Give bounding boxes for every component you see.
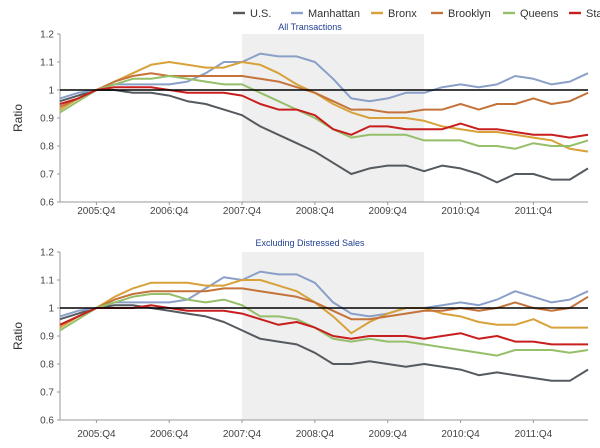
legend-label-u-s: U.S. [250,8,271,20]
x-tick-label: 2008:Q4 [296,206,335,217]
y-tick-label: 1.2 [40,30,54,41]
y-tick-label: 0.9 [40,332,54,343]
series-line-staten-island [59,304,588,346]
y-tick-label: 1 [48,86,54,97]
y-tick-label: 1.2 [40,248,54,259]
series-line-brooklyn [59,287,589,326]
panel-title: All Transactions [278,22,342,32]
x-tick-label: 2005:Q4 [77,206,116,217]
panel-title: Excluding Distressed Sales [255,238,365,248]
y-tick-label: 1.1 [40,276,54,287]
y-tick-label: 0.6 [40,198,54,209]
x-tick-label: 2006:Q4 [150,429,189,440]
y-tick-label: 0.8 [40,360,54,371]
y-axis-label: Ratio [11,322,25,350]
panel-all-transactions: 0.6 0.7 0.8 0.9 1 1.1 1.2 2005:Q4 2006:Q4 2007:Q4… [11,22,589,217]
x-tick-label: 2009:Q4 [369,206,408,217]
series-line-bronx [59,61,589,153]
series-line-manhattan [59,52,589,103]
y-tick-label: 0.6 [40,416,54,427]
x-tick-label: 2007:Q4 [223,429,262,440]
x-tick-label: 2005:Q4 [77,429,116,440]
series-line-u-s [59,89,589,184]
series-line-manhattan [59,270,589,318]
legend-label-brooklyn: Brooklyn [448,8,491,20]
series-line-queens [59,75,589,150]
x-tick-label: 2011:Q4 [515,429,553,440]
x-tick-label: 2009:Q4 [369,429,408,440]
legend: U.S. Manhattan Bronx Brooklyn Queens Staten I… [233,8,600,20]
x-tick-label: 2010:Q4 [441,206,480,217]
y-tick-label: 0.7 [40,170,54,181]
series-line-brooklyn [59,72,589,114]
y-axis-label: Ratio [11,104,25,132]
y-tick-label: 0.7 [40,388,54,399]
legend-label-queens: Queens [520,8,559,20]
series-line-bronx [59,279,588,335]
legend-label-bronx: Bronx [388,8,417,20]
series-line-queens [59,293,589,357]
series-line-staten-island [59,86,589,139]
x-tick-label: 2008:Q4 [296,429,335,440]
legend-label-staten-island: Staten Island [586,8,600,20]
legend-label-manhattan: Manhattan [308,8,360,20]
x-tick-label: 2007:Q4 [223,206,262,217]
y-tick-label: 0.8 [40,142,54,153]
y-tick-label: 0.9 [40,114,54,125]
x-tick-label: 2006:Q4 [150,206,189,217]
y-tick-label: 1 [48,304,54,315]
panel-excluding-distressed-sales: 0.6 0.7 0.8 0.9 1 1.1 1.2 2005:Q4 2006:Q4 2007:Q4… [11,238,589,440]
x-tick-label: 2011:Q4 [515,206,553,217]
x-tick-label: 2010:Q4 [441,429,480,440]
y-tick-label: 1.1 [40,58,54,69]
